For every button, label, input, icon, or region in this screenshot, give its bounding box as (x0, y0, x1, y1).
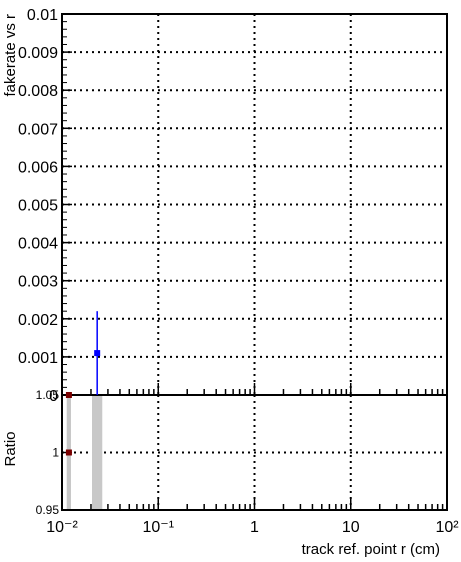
main-y-tick-label: 0.01 (27, 7, 58, 24)
x-tick-label: 10⁻² (46, 519, 78, 536)
main-y-axis-label: fakerate vs r (2, 14, 19, 97)
main-y-tick-label: 0.008 (18, 83, 58, 100)
ratio-y-tick-label: 0.95 (36, 503, 60, 517)
chart-marks (65, 311, 101, 456)
main-y-tick-label: 0.007 (18, 121, 58, 138)
ratio-grid (62, 395, 447, 510)
tick-labels: 0 0.001 0.002 0.003 0.004 0.005 0.006 0.007 0.00… (18, 7, 459, 536)
ratio-bands (66, 396, 103, 510)
main-y-tick-label: 0.004 (18, 236, 58, 253)
main-y-tick-label: 0 (49, 388, 58, 405)
main-y-tick-label: 0.005 (18, 198, 58, 215)
ratio-y-tick-label: 1.05 (36, 388, 60, 402)
ratio-y-axis-label: Ratio (2, 431, 19, 466)
x-tick-label: 10 (342, 519, 360, 536)
main-y-tick-label: 0.009 (18, 45, 58, 62)
axes (61, 13, 448, 511)
main-grid (62, 14, 447, 395)
main-data-point (94, 350, 101, 357)
main-y-tick-label: 0.003 (18, 274, 58, 291)
ratio-uncertainty-band (92, 396, 103, 510)
x-tick-label: 10² (435, 519, 459, 536)
ratio-data-point (65, 449, 72, 456)
x-tick-label: 1 (250, 519, 259, 536)
main-y-tick-label: 0.006 (18, 159, 58, 176)
main-y-tick-label: 0.002 (18, 312, 58, 329)
x-tick-label: 10⁻¹ (142, 519, 174, 536)
x-axis-label: track ref. point r (cm) (302, 541, 440, 558)
main-y-tick-label: 0.001 (18, 350, 58, 367)
ratio-y-tick-label: 1 (52, 446, 59, 460)
main-data-point (65, 392, 72, 398)
